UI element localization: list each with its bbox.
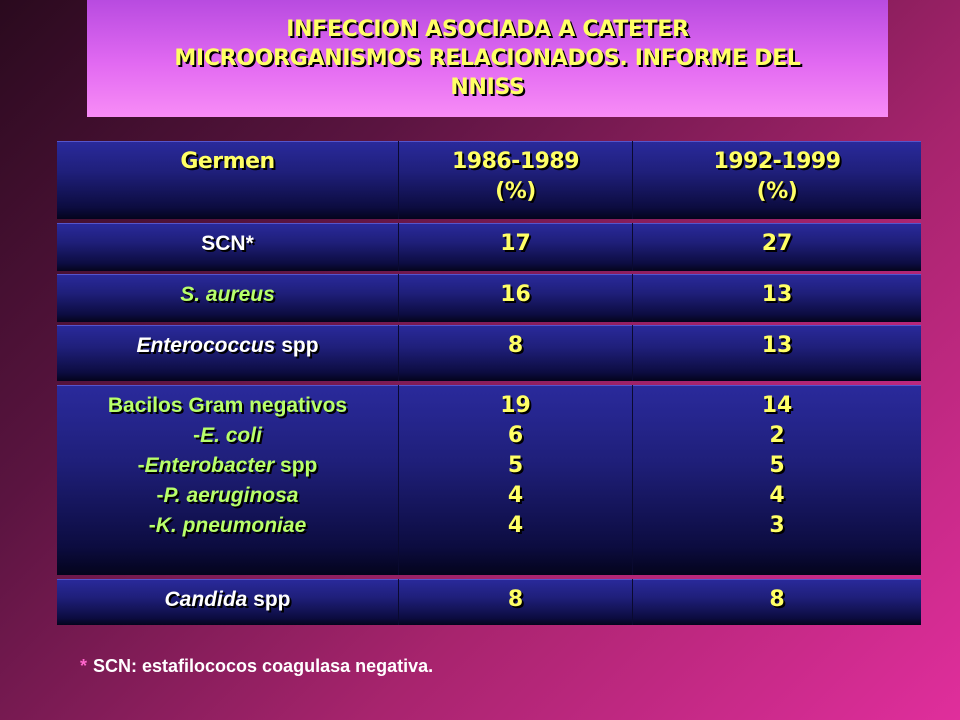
header-period-1-years: 1986-1989 — [451, 149, 580, 174]
row-saureus-p2: 13 — [761, 282, 793, 307]
row-enterococcus-label-italic: Enterococcus — [136, 334, 276, 357]
header-period-1-unit: (%) — [495, 179, 536, 204]
header-germen-label: Germen — [180, 149, 275, 174]
row-enterococcus-label-rest: spp — [275, 334, 319, 357]
row-ecoli-p2: 2 — [769, 423, 785, 448]
row-candida-p1: 8 — [507, 587, 524, 612]
row-bacilos-p1: 19 — [500, 393, 531, 418]
row-enterobacter-p2: 5 — [769, 453, 785, 478]
table-row-candida: Candida spp 8 8 — [57, 579, 921, 625]
table-header-row: Germen 1986-1989 (%) 1992-1999 (%) — [57, 141, 921, 219]
row-saureus-p1: 16 — [500, 282, 531, 307]
row-scn-label: SCN* — [201, 232, 254, 255]
table-row-scn: SCN* 17 27 — [57, 223, 921, 271]
table-row-saureus: S. aureus 16 13 — [57, 274, 921, 322]
row-candida-label-italic: Candida — [164, 588, 248, 611]
table-row-bacilos: Bacilos Gram negativos -E. coli -Enterob… — [57, 385, 921, 575]
row-enterococcus-label: Enterococcus spp — [136, 331, 318, 361]
row-bacilos-sub-paeruginosa: -P. aeruginosa — [156, 484, 299, 507]
header-period-2-unit: (%) — [756, 179, 798, 204]
row-ecoli-p1: 6 — [507, 423, 524, 448]
table-row-enterococcus: Enterococcus spp 8 13 — [57, 325, 921, 381]
row-kpneumoniae-p2: 3 — [769, 513, 785, 538]
row-bacilos-p2: 14 — [761, 393, 793, 418]
row-saureus-label: S. aureus — [180, 283, 275, 306]
title-line-3: NNISS — [450, 75, 525, 100]
footnote-asterisk: * — [80, 656, 88, 676]
title-banner: INFECCION ASOCIADA A CATETER MICROORGANI… — [87, 0, 888, 117]
title-line-1: INFECCION ASOCIADA A CATETER — [286, 17, 689, 42]
row-candida-p2: 8 — [769, 587, 785, 612]
footnote-text: SCN: estafilococos coagulasa negativa. — [93, 656, 434, 676]
row-enterococcus-p1: 8 — [507, 333, 524, 358]
row-paeruginosa-p1: 4 — [507, 483, 524, 508]
header-period-2-years: 1992-1999 — [713, 149, 841, 174]
row-bacilos-sub-ecoli: -E. coli — [193, 424, 262, 447]
row-bacilos-sub-enterobacter: -Enterobacter spp — [137, 454, 318, 477]
row-scn-p1: 17 — [500, 231, 531, 256]
row-bacilos-label: Bacilos Gram negativos — [107, 394, 348, 417]
row-bacilos-sub-kpneumoniae: -K. pneumoniae — [148, 514, 307, 537]
row-enterobacter-p1: 5 — [507, 453, 524, 478]
row-kpneumoniae-p1: 4 — [507, 513, 524, 538]
row-scn-p2: 27 — [761, 231, 793, 256]
footnote: * SCN: estafilococos coagulasa negativa. — [80, 656, 433, 677]
title-line-2: MICROORGANISMOS RELACIONADOS. INFORME DE… — [174, 46, 801, 71]
header-period-2: 1992-1999 (%) — [633, 141, 921, 219]
row-enterococcus-p2: 13 — [761, 333, 793, 358]
header-germen: Germen — [57, 141, 399, 219]
header-period-1: 1986-1989 (%) — [399, 141, 633, 219]
row-candida-label-rest: spp — [247, 588, 291, 611]
row-candida-label: Candida spp — [164, 585, 290, 615]
row-paeruginosa-p2: 4 — [769, 483, 785, 508]
